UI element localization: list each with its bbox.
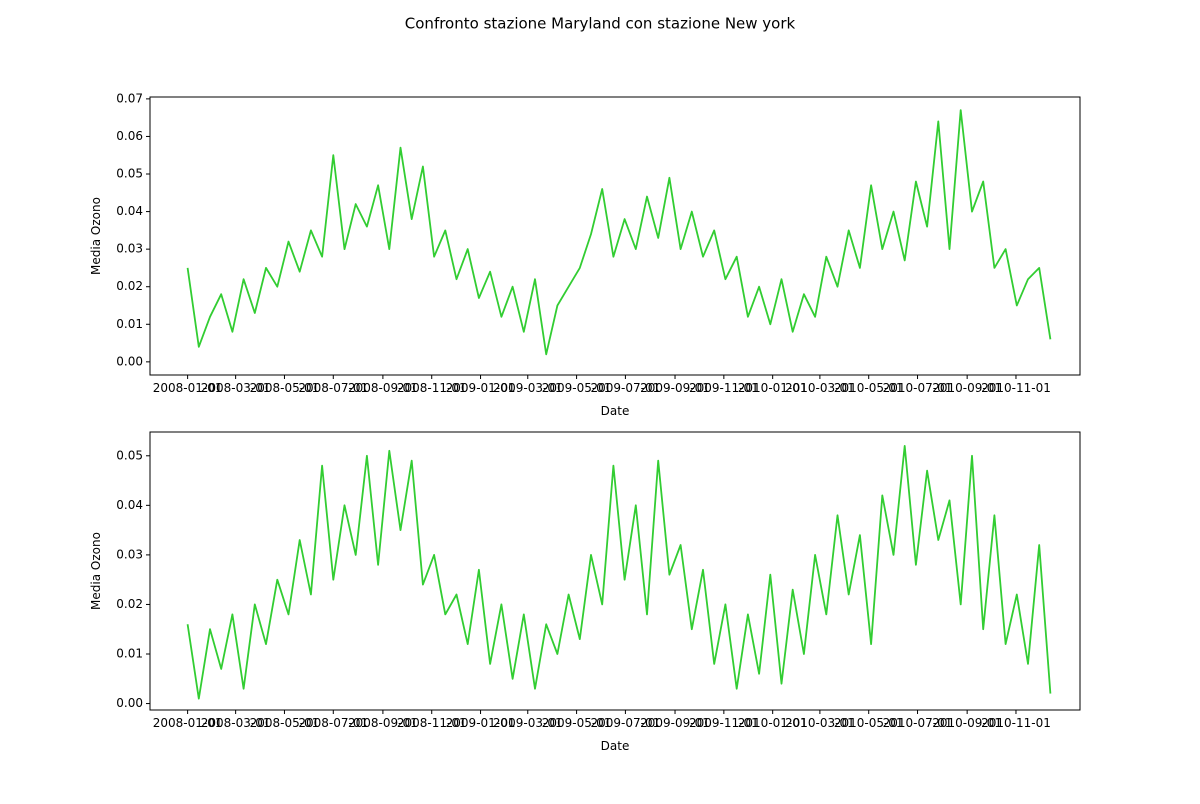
x-axis-label: Date xyxy=(601,404,630,418)
y-tick-label: 0.06 xyxy=(116,129,143,143)
y-tick-label: 0.02 xyxy=(116,597,143,611)
x-tick-label: 2008-11-01 xyxy=(397,381,467,395)
x-tick-label: 2010-05-01 xyxy=(834,381,904,395)
x-tick-label: 2008-03-01 xyxy=(201,716,271,730)
y-tick-label: 0.03 xyxy=(116,242,143,256)
x-tick-label: 2009-01-01 xyxy=(446,716,516,730)
y-tick-label: 0.05 xyxy=(116,448,143,462)
x-tick-label: 2009-03-01 xyxy=(493,381,563,395)
x-tick-label: 2010-03-01 xyxy=(785,716,855,730)
x-tick-label: 2009-07-01 xyxy=(591,381,661,395)
x-tick-label: 2008-07-01 xyxy=(298,381,368,395)
x-tick-label: 2010-11-01 xyxy=(981,381,1051,395)
y-tick-label: 0.00 xyxy=(116,354,143,368)
axes-frame xyxy=(149,431,1081,711)
ozone-line xyxy=(186,445,1052,700)
y-tick-label: 0.05 xyxy=(116,167,143,181)
x-tick-label: 2009-09-01 xyxy=(640,381,710,395)
x-tick-label: 2009-05-01 xyxy=(542,381,612,395)
x-tick-label: 2010-09-01 xyxy=(932,381,1002,395)
y-tick-label: 0.04 xyxy=(116,204,143,218)
x-tick-label: 2008-03-01 xyxy=(201,381,271,395)
y-axis-label: Media Ozono xyxy=(89,197,103,275)
y-tick-label: 0.01 xyxy=(116,317,143,331)
x-tick-label: 2009-11-01 xyxy=(689,716,759,730)
x-tick-label: 2008-09-01 xyxy=(348,716,418,730)
x-tick-label: 2009-01-01 xyxy=(446,381,516,395)
x-tick-label: 2010-07-01 xyxy=(883,716,953,730)
x-tick-label: 2010-01-01 xyxy=(738,716,808,730)
x-tick-label: 2010-09-01 xyxy=(932,716,1002,730)
x-tick-label: 2009-11-01 xyxy=(689,381,759,395)
x-tick-label: 2009-03-01 xyxy=(493,716,563,730)
x-tick-label: 2010-01-01 xyxy=(738,381,808,395)
x-tick-label: 2009-09-01 xyxy=(640,716,710,730)
ozone-line xyxy=(186,109,1052,356)
y-tick-label: 0.02 xyxy=(116,279,143,293)
x-tick-label: 2010-03-01 xyxy=(785,381,855,395)
x-axis-label: Date xyxy=(601,739,630,753)
y-tick-label: 0.07 xyxy=(116,91,143,105)
x-tick-label: 2008-05-01 xyxy=(250,381,320,395)
x-tick-label: 2009-07-01 xyxy=(591,716,661,730)
axes-frame xyxy=(149,96,1081,376)
x-tick-label: 2008-07-01 xyxy=(298,716,368,730)
y-tick-label: 0.03 xyxy=(116,547,143,561)
x-tick-label: 2010-05-01 xyxy=(834,716,904,730)
x-tick-label: 2008-05-01 xyxy=(250,716,320,730)
y-tick-label: 0.04 xyxy=(116,498,143,512)
x-tick-label: 2008-01-01 xyxy=(153,716,223,730)
x-tick-label: 2009-05-01 xyxy=(542,716,612,730)
x-tick-label: 2008-11-01 xyxy=(397,716,467,730)
y-tick-label: 0.01 xyxy=(116,647,143,661)
y-tick-label: 0.00 xyxy=(116,696,143,710)
x-tick-label: 2008-01-01 xyxy=(153,381,223,395)
x-tick-label: 2008-09-01 xyxy=(348,381,418,395)
figure-title: Confronto stazione Maryland con stazione… xyxy=(405,15,796,33)
x-tick-label: 2010-07-01 xyxy=(883,381,953,395)
y-axis-label: Media Ozono xyxy=(89,532,103,610)
x-tick-label: 2010-11-01 xyxy=(981,716,1051,730)
